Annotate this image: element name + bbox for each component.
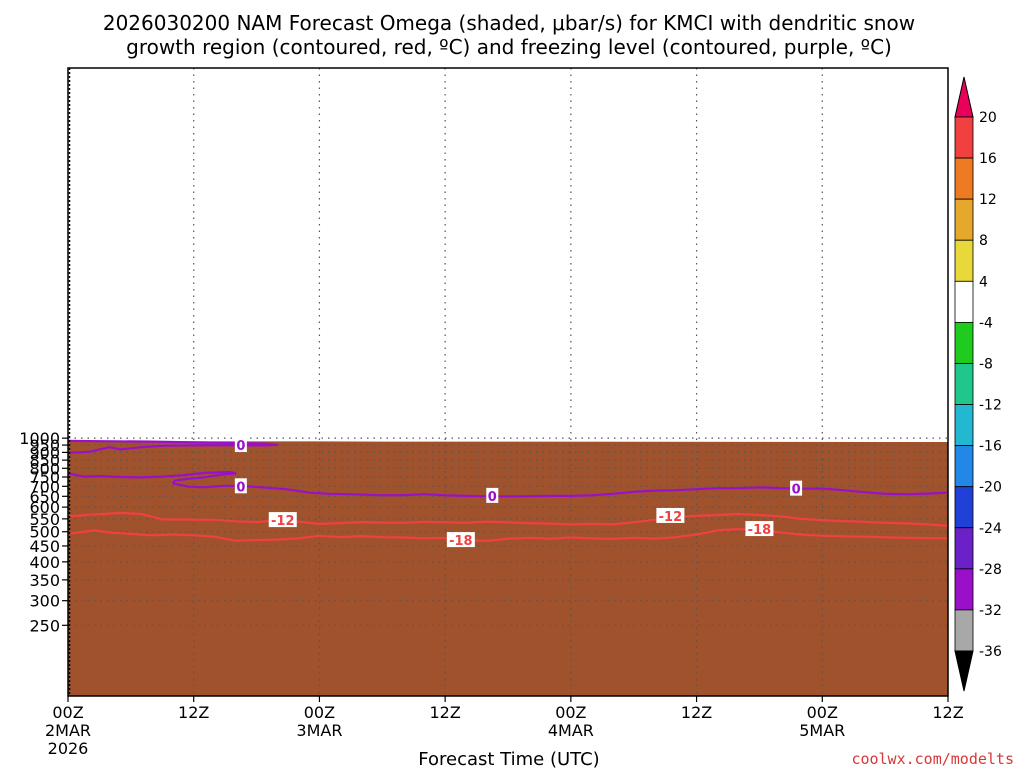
source-credit[interactable]: coolwx.com/modelts [851,750,1014,768]
grid-lines [68,68,948,696]
contour-line-2 [172,482,949,498]
y-tick-label-600: 600 [29,498,60,517]
contour-label-4: 0 [236,480,245,495]
contour-label-bg-2 [268,512,297,528]
contour-label-5: 0 [488,490,497,505]
y-tick-label-400: 400 [29,553,60,572]
contour-label-bg-1 [745,521,774,537]
x-axis-label: Forecast Time (UTC) [418,749,599,768]
colorbar-band-9 [954,445,974,488]
y-tick-label-300: 300 [29,592,60,611]
colorbar-label-5: -4 [979,315,993,331]
contour-label-6: 0 [792,483,801,498]
y-tick-label-650: 650 [29,487,60,506]
colorbar-band-10 [954,486,974,529]
contour-label-bg-3 [656,507,685,523]
contour-label-2: -12 [271,514,295,529]
colorbar-band-5 [954,280,974,323]
contour-label-bg-4 [234,478,247,494]
colorbar-label-4: 4 [979,274,988,290]
x-tick-label-60: 12Z [681,703,712,722]
colorbar-top-arrow [954,76,974,118]
contour-label-3: -12 [659,510,683,525]
contour-label-bg-5 [486,487,499,503]
contour-label-bg-7 [234,437,247,453]
colorbar-bottom-arrow [954,650,974,692]
x-tick-label-84: 12Z [932,703,963,722]
colorbar-label-1: 16 [979,151,997,167]
colorbar-band-12 [954,568,974,611]
x-tick-label-36: 12Z [429,703,460,722]
y-tick-label-550: 550 [29,510,60,529]
colorbar-band-8 [954,404,974,447]
colorbar-label-3: 8 [979,233,988,249]
colorbar-band-3 [954,198,974,241]
chart-title-line-1: 2026030200 NAM Forecast Omega (shaded, μ… [103,11,915,35]
x-tick-label-0: 00Z [52,703,83,722]
y-axis-ticks: 250 300 3504004505005506006507007508008509… [19,429,68,635]
contour-label-0: -18 [449,534,473,549]
colorbar-label-12: -32 [979,603,1002,619]
contour-label-bg-0 [446,532,475,548]
y-tick-label-450: 450 [29,537,60,556]
y-tick-label-350: 350 [29,571,60,590]
colorbar-band-11 [954,527,974,570]
colorbar-band-2 [954,157,974,200]
y-tick-label-1000: 1000 [19,429,60,448]
x-tick-date-24: 3MAR [296,721,342,740]
x-tick-label-48: 00Z [555,703,586,722]
contour-label-bg-6 [790,480,803,496]
colorbar-band-4 [954,239,974,282]
colorbar-label-11: -28 [979,562,1002,578]
y-tick-label-800: 800 [29,459,60,478]
y-tick-label-700: 700 [29,477,60,496]
contour-line-3 [67,470,237,485]
contour-line-1 [67,511,949,527]
colorbar-label-2: 12 [979,192,997,208]
colorbar-band-7 [954,363,974,405]
colorbar-label-8: -16 [979,439,1002,455]
x-tick-date-72: 5MAR [799,721,845,740]
colorbar-band-1 [954,116,974,159]
colorbar-band-13 [954,609,974,652]
colorbar-label-7: -12 [979,398,1002,414]
x-tick-date-0: 2MAR [45,721,91,740]
y-tick-label-850: 850 [29,451,60,470]
colorbar-legend: 20 16 12 8 4 -4 -8 -12 -16 -20 -24 -28 -32 -36 [954,76,1002,692]
x-tick-label-24: 00Z [304,703,335,722]
contour-label-1: -18 [748,523,772,538]
colorbar-label-10: -24 [979,521,1002,537]
x-tick-year-0: 2026 [48,739,89,758]
colorbar-label-9: -20 [979,480,1002,496]
colorbar-label-13: -36 [979,644,1002,660]
y-tick-label-250: 250 [29,616,60,635]
colorbar-label-6: -8 [979,356,993,372]
x-tick-label-72: 00Z [807,703,838,722]
contour-labels: -18 -18 -12 -12 0 0 0 0 [234,437,803,549]
x-tick-label-12: 12Z [178,703,209,722]
x-tick-date-48: 4MAR [548,721,594,740]
contour-label-7: 0 [236,439,245,454]
y-tick-label-950: 950 [29,436,60,455]
y-tick-label-500: 500 [29,523,60,542]
ground-surface-fill [68,441,948,696]
y-tick-label-750: 750 [29,468,60,487]
colorbar-label-0: 20 [979,110,997,126]
colorbar-band-6 [954,321,974,364]
plot-frame [67,67,949,697]
chart-title-line-2: growth region (contoured, red, ºC) and f… [126,35,892,59]
y-tick-label-900: 900 [29,443,60,462]
